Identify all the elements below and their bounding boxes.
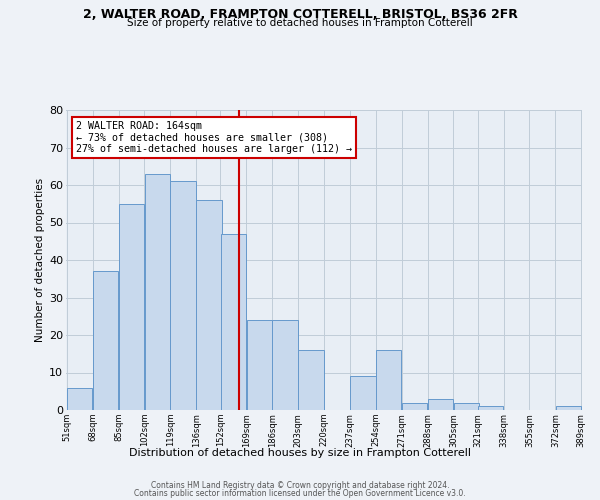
Bar <box>170 181 196 410</box>
Bar <box>376 350 401 410</box>
Bar <box>145 174 170 410</box>
Bar <box>298 350 324 410</box>
Bar <box>196 200 222 410</box>
Bar <box>119 204 144 410</box>
Text: Distribution of detached houses by size in Frampton Cotterell: Distribution of detached houses by size … <box>129 448 471 458</box>
Y-axis label: Number of detached properties: Number of detached properties <box>35 178 45 342</box>
Bar <box>402 402 427 410</box>
Text: Contains public sector information licensed under the Open Government Licence v3: Contains public sector information licen… <box>134 489 466 498</box>
Bar <box>272 320 298 410</box>
Text: Size of property relative to detached houses in Frampton Cotterell: Size of property relative to detached ho… <box>127 18 473 28</box>
Bar <box>428 399 453 410</box>
Bar <box>67 388 92 410</box>
Bar <box>93 271 118 410</box>
Text: 2 WALTER ROAD: 164sqm
← 73% of detached houses are smaller (308)
27% of semi-det: 2 WALTER ROAD: 164sqm ← 73% of detached … <box>76 121 352 154</box>
Bar <box>221 234 246 410</box>
Bar <box>247 320 272 410</box>
Bar <box>350 376 376 410</box>
Bar <box>478 406 503 410</box>
Text: 2, WALTER ROAD, FRAMPTON COTTERELL, BRISTOL, BS36 2FR: 2, WALTER ROAD, FRAMPTON COTTERELL, BRIS… <box>83 8 517 20</box>
Bar <box>556 406 581 410</box>
Bar <box>454 402 479 410</box>
Text: Contains HM Land Registry data © Crown copyright and database right 2024.: Contains HM Land Registry data © Crown c… <box>151 481 449 490</box>
